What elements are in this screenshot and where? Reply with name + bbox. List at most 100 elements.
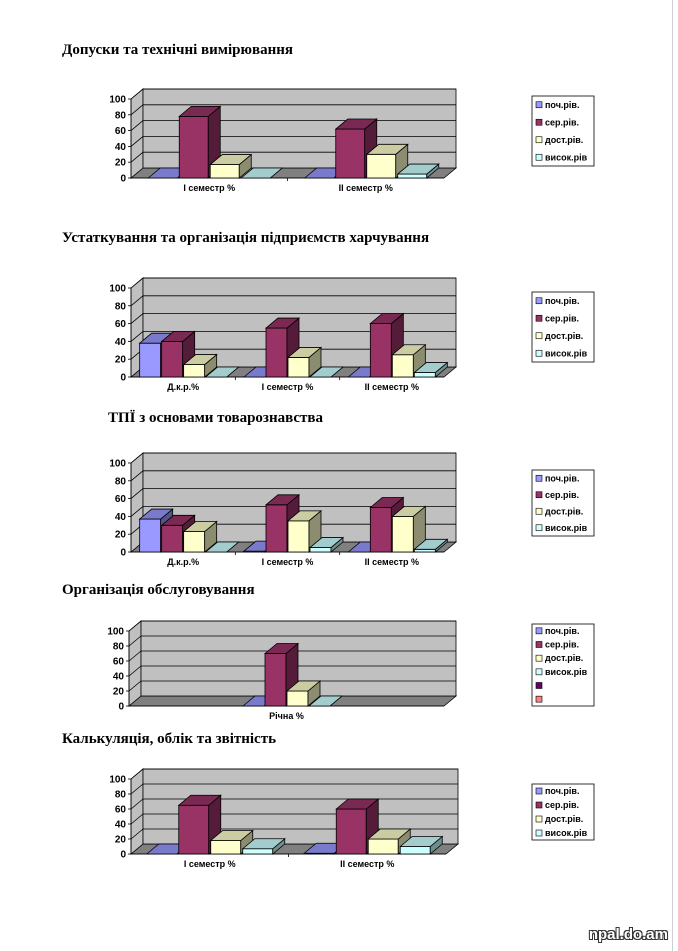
gridline-side xyxy=(130,798,144,810)
x-category-label: Д.к.р.% xyxy=(167,382,199,392)
bar-front xyxy=(287,357,310,378)
y-tick-label: 0 xyxy=(120,373,126,384)
bar-front xyxy=(286,690,309,707)
bar-front xyxy=(209,164,240,179)
bar-front xyxy=(183,531,206,553)
y-tick-label: 60 xyxy=(115,494,127,505)
legend-swatch xyxy=(535,815,543,823)
bar-top xyxy=(209,830,254,841)
bar-front xyxy=(178,804,210,855)
gridline-side xyxy=(130,452,144,464)
bar-top xyxy=(367,828,412,840)
y-tick-label: 80 xyxy=(115,790,127,801)
bar-4-cat-2 xyxy=(399,835,444,855)
bar-front xyxy=(397,173,428,179)
legend-label: дост.рів. xyxy=(545,653,583,663)
gridline-side xyxy=(130,470,144,482)
gridline-side xyxy=(130,488,144,499)
bar-top xyxy=(308,537,345,548)
legend-swatch xyxy=(535,668,543,676)
y-tick-label: 60 xyxy=(115,805,127,816)
bar-4-cat-1 xyxy=(241,837,286,855)
legend-label: дост.рів. xyxy=(545,135,583,145)
legend-swatch xyxy=(535,153,543,161)
chart-3-title: ТПЇ з основами товарознавства xyxy=(108,410,323,426)
bar-top xyxy=(399,836,444,847)
y-tick-label: 60 xyxy=(115,319,127,330)
bar-front xyxy=(413,372,436,378)
bar-4-cat-2 xyxy=(308,366,345,378)
chart-5-title: Калькуляція, облік та звітність xyxy=(62,731,277,747)
bar-top xyxy=(335,798,380,810)
page-edge-rule xyxy=(672,0,673,951)
y-tick-label: 20 xyxy=(115,158,127,169)
bar-top xyxy=(334,118,378,130)
x-category-label: ІІ семестр % xyxy=(365,382,419,392)
legend-swatch xyxy=(535,829,543,837)
bar-top xyxy=(209,154,253,165)
gridline-side xyxy=(128,680,142,692)
gridline-side xyxy=(128,650,142,662)
y-tick-label: 40 xyxy=(115,512,127,523)
bar-top xyxy=(307,695,344,707)
bar-front xyxy=(399,846,431,855)
y-tick-label: 100 xyxy=(109,284,126,295)
bar-top xyxy=(413,538,449,550)
y-tick-label: 0 xyxy=(118,702,124,713)
bar-top xyxy=(160,331,196,342)
y-tick-label: 20 xyxy=(113,687,125,698)
bar-top xyxy=(369,497,405,508)
legend-box xyxy=(531,469,595,537)
gridline-side xyxy=(130,151,144,163)
gridline-side xyxy=(128,635,142,647)
legend-swatch xyxy=(535,627,543,635)
bar-4-cat-3 xyxy=(413,538,449,553)
bar-top xyxy=(264,494,301,506)
bar-top xyxy=(369,313,405,324)
legend-swatch xyxy=(535,654,543,662)
gridline-side xyxy=(130,783,144,795)
legend-swatch xyxy=(535,332,543,340)
legend-box xyxy=(531,623,595,707)
bar-3-cat-1 xyxy=(209,153,253,179)
bar-front xyxy=(369,507,392,553)
bar-top xyxy=(391,506,427,517)
chart-1-title: Допуски та технічні вимірювання xyxy=(62,42,293,58)
bar-front xyxy=(265,327,288,378)
bar-front xyxy=(391,354,414,378)
bar-top xyxy=(365,143,409,155)
legend-swatch xyxy=(535,349,543,357)
bar-top xyxy=(286,347,323,358)
legend-swatch xyxy=(535,118,543,126)
y-tick-label: 40 xyxy=(115,142,127,153)
legend-label: висок.рів xyxy=(545,523,588,533)
gridline-side xyxy=(128,620,142,632)
bar-4-cat-3 xyxy=(413,361,449,378)
bar-3-cat-3 xyxy=(391,505,427,553)
gridline-side xyxy=(130,313,144,324)
y-tick-label: 80 xyxy=(115,110,127,121)
chart-2-equipment: 0 20 40 60 80 100 Д.к.р.% І семестр % ІІ семестр… xyxy=(109,277,595,392)
y-tick-label: 80 xyxy=(115,301,127,312)
bar-top xyxy=(391,344,427,356)
chart-1-tolerances: 0 20 40 60 80 100 І семестр % ІІ семестр % поч.р… xyxy=(109,88,595,193)
legend-label: сер.рів. xyxy=(545,800,579,810)
x-category-label: Д.к.р.% xyxy=(167,557,199,567)
chart-2-title: Устаткування та організація підприємств … xyxy=(62,230,430,246)
legend-label: висок.рів xyxy=(545,152,588,162)
legend-swatch xyxy=(535,682,543,689)
gridline-side xyxy=(130,768,144,780)
gridline-side xyxy=(130,813,144,825)
bar-front xyxy=(161,524,184,553)
bar-4-cat-1 xyxy=(240,167,284,179)
bar-front xyxy=(391,516,414,553)
chart-5-costing: 0 20 40 60 80 100 І семестр % ІІ семестр % поч.р… xyxy=(109,768,595,869)
bar-top xyxy=(264,317,301,329)
chart-3-commodity: 0 20 40 60 80 100 Д.к.р.% І семестр % ІІ семестр… xyxy=(109,452,595,567)
bar-top xyxy=(285,680,322,692)
bar-front xyxy=(210,840,242,855)
chart-side-wall xyxy=(128,620,142,707)
bar-front xyxy=(413,548,436,553)
watermark-text: npal.do.am xyxy=(588,926,668,943)
bar-top xyxy=(241,838,286,850)
